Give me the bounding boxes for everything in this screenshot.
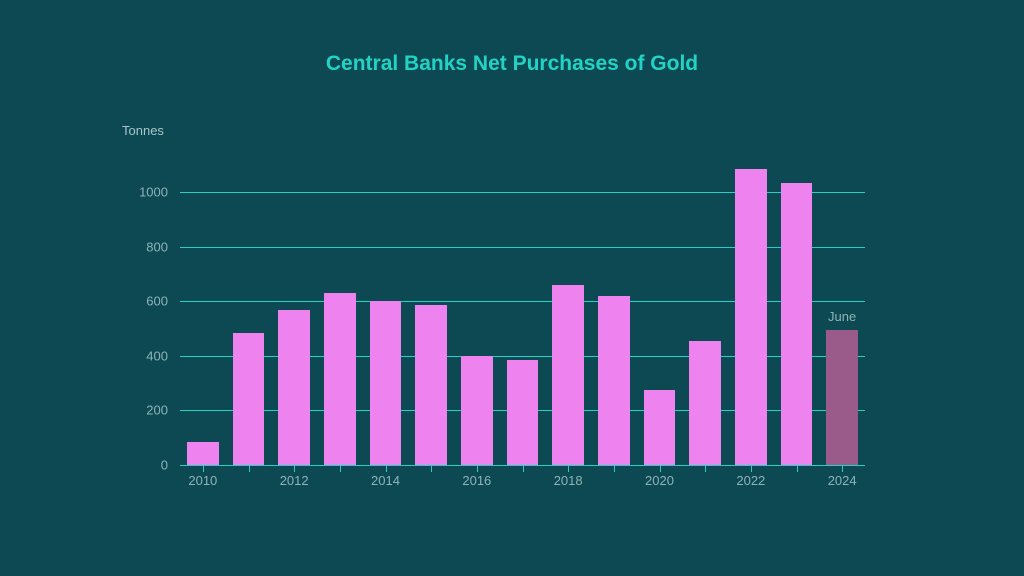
bar [644,390,676,465]
bar [781,183,813,465]
y-tick-label: 0 [161,458,180,473]
bar [415,305,447,465]
x-tick-mark [386,466,387,472]
x-tick-label: 2012 [280,473,309,488]
x-tick-mark [431,466,432,472]
x-tick-mark [477,466,478,472]
bar [278,310,310,465]
x-tick-mark [705,466,706,472]
x-tick-label: 2016 [462,473,491,488]
y-tick-label: 1000 [139,185,180,200]
x-tick-label: 2014 [371,473,400,488]
x-tick-mark [614,466,615,472]
y-tick-label: 800 [146,239,180,254]
bar [370,301,402,465]
bar [461,356,493,465]
x-tick-mark [797,466,798,472]
x-tick-mark [842,466,843,472]
bar [735,169,767,465]
x-tick-label: 2022 [736,473,765,488]
x-tick-mark [523,466,524,472]
y-tick-label: 200 [146,403,180,418]
y-tick-label: 600 [146,294,180,309]
x-tick-mark [568,466,569,472]
bar [187,442,219,465]
x-tick-mark [203,466,204,472]
bar-chart: 0200400600800100020102012201420162018202… [180,165,865,465]
chart-title: Central Banks Net Purchases of Gold [0,52,1024,76]
y-axis-unit-label: Tonnes [122,123,164,138]
bar [507,360,539,465]
y-tick-label: 400 [146,348,180,363]
x-tick-mark [294,466,295,472]
bar [233,333,265,465]
x-tick-label: 2018 [554,473,583,488]
x-tick-label: 2020 [645,473,674,488]
bar-annotation: June [828,309,856,324]
bar [826,330,858,465]
bar [552,285,584,465]
x-tick-mark [660,466,661,472]
x-tick-mark [340,466,341,472]
x-tick-mark [751,466,752,472]
bar [689,341,721,465]
x-tick-label: 2024 [828,473,857,488]
x-tick-mark [249,466,250,472]
bar [598,296,630,465]
bar [324,293,356,465]
x-tick-label: 2010 [188,473,217,488]
